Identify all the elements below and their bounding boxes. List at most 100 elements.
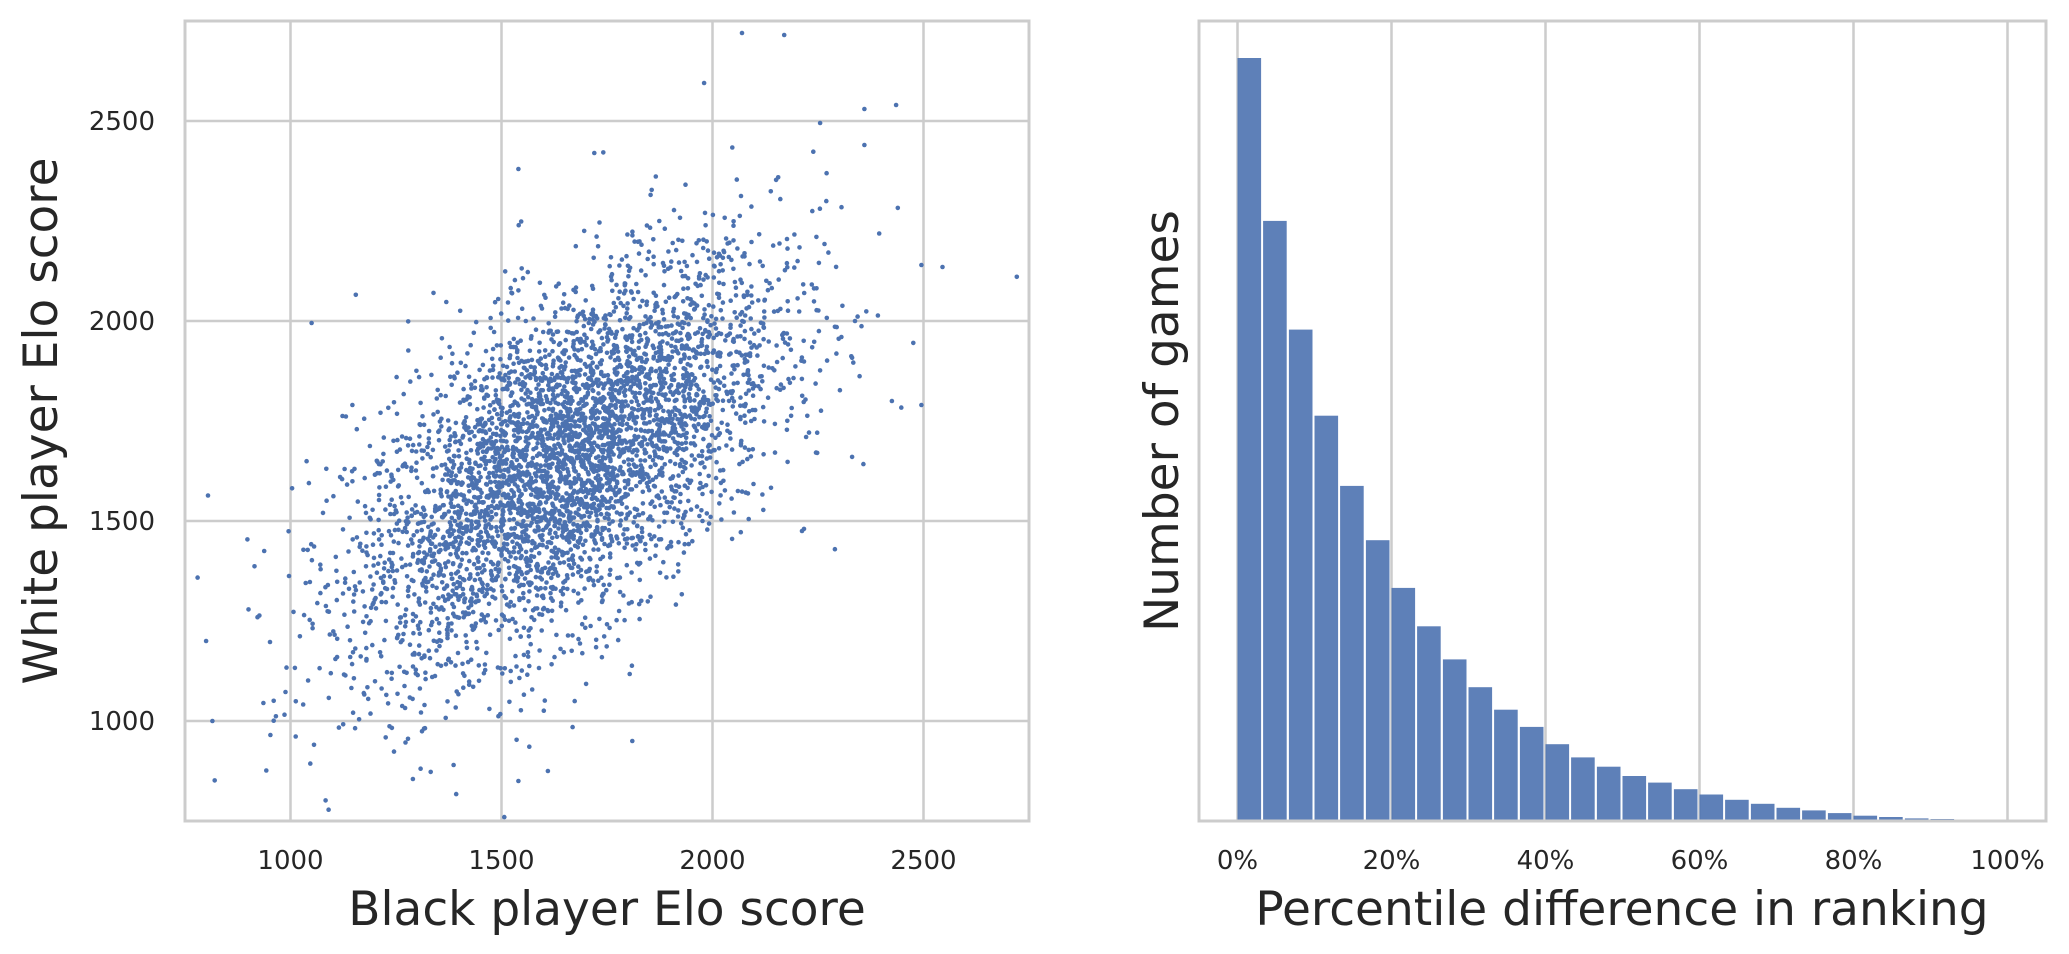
scatter-point: [327, 632, 333, 637]
scatter-point: [608, 423, 613, 428]
scatter-point: [461, 421, 466, 426]
scatter-point: [403, 435, 409, 441]
scatter-point: [700, 491, 705, 497]
scatter-point: [597, 220, 602, 225]
scatter-point: [550, 535, 555, 541]
scatter-plot-frame: [183, 19, 1031, 823]
scatter-point: [739, 353, 745, 358]
scatter-point: [583, 625, 588, 631]
scatter-point: [394, 521, 400, 526]
scatter-point: [420, 414, 425, 419]
scatter-point: [570, 344, 576, 350]
scatter-point: [532, 370, 538, 376]
scatter-point: [663, 432, 668, 437]
scatter-point: [559, 533, 565, 538]
scatter-point: [436, 595, 441, 601]
scatter-point: [502, 269, 508, 274]
scatter-point: [582, 586, 587, 591]
scatter-point: [592, 537, 597, 543]
scatter-point: [720, 398, 726, 404]
scatter-point: [864, 309, 869, 314]
scatter-point: [653, 368, 659, 374]
scatter-point: [899, 405, 904, 410]
scatter-point: [750, 407, 755, 413]
scatter-point: [637, 366, 642, 372]
histogram-bar: [1237, 58, 1262, 821]
scatter-point: [591, 466, 597, 471]
scatter-point: [641, 410, 646, 416]
scatter-point: [507, 353, 513, 358]
scatter-point: [532, 471, 538, 476]
scatter-point: [692, 375, 698, 381]
scatter-point: [484, 557, 489, 562]
scatter-point: [589, 283, 595, 289]
scatter-point: [686, 321, 691, 327]
scatter-point: [540, 416, 546, 422]
scatter-point: [760, 404, 766, 410]
scatter-point: [708, 449, 714, 454]
scatter-point: [568, 547, 574, 552]
scatter-point: [503, 536, 508, 541]
scatter-point: [528, 336, 534, 341]
scatter-point: [589, 496, 595, 502]
scatter-point: [672, 506, 677, 511]
scatter-point: [468, 575, 473, 580]
scatter-point: [455, 512, 461, 517]
scatter-point: [688, 315, 693, 321]
scatter-point: [400, 529, 406, 535]
scatter-point: [368, 517, 373, 522]
scatter-point: [665, 545, 670, 551]
scatter-point: [893, 102, 899, 108]
scatter-point: [638, 458, 643, 463]
scatter-point: [743, 391, 749, 397]
scatter-point: [564, 379, 570, 385]
scatter-point: [578, 477, 584, 482]
scatter-point: [489, 571, 494, 577]
scatter-point: [696, 344, 701, 350]
scatter-point: [537, 280, 543, 286]
scatter-point: [606, 516, 611, 522]
scatter-point: [384, 586, 390, 592]
scatter-point: [457, 564, 463, 569]
scatter-point: [585, 437, 590, 442]
scatter-point: [526, 394, 531, 400]
scatter-point: [547, 453, 553, 458]
scatter-point: [749, 300, 755, 305]
scatter-point: [656, 537, 662, 542]
scatter-point: [644, 481, 650, 486]
scatter-point: [547, 539, 552, 545]
scatter-point: [582, 550, 587, 555]
scatter-point: [728, 322, 733, 328]
scatter-point: [724, 389, 729, 395]
scatter-point: [609, 449, 614, 455]
scatter-point: [293, 699, 299, 704]
scatter-point: [456, 528, 462, 534]
scatter-point: [508, 668, 513, 674]
scatter-point: [360, 619, 366, 625]
scatter-point: [634, 447, 639, 453]
scatter-point: [578, 555, 583, 561]
scatter-point: [530, 455, 536, 461]
scatter-point: [713, 393, 718, 398]
scatter-point: [476, 598, 481, 604]
scatter-point: [636, 251, 642, 256]
scatter-point: [519, 387, 524, 393]
scatter-point: [446, 621, 451, 627]
scatter-point: [542, 348, 548, 353]
scatter-point: [666, 362, 671, 367]
scatter-point: [539, 378, 545, 384]
scatter-point: [448, 552, 453, 557]
scatter-point: [760, 321, 766, 326]
scatter-point: [697, 471, 702, 477]
scatter-point: [460, 433, 466, 439]
scatter-point: [419, 527, 425, 533]
scatter-point: [510, 539, 515, 544]
scatter-point: [533, 489, 539, 495]
scatter-point: [714, 332, 720, 338]
scatter-point: [386, 405, 391, 411]
scatter-point: [651, 261, 656, 267]
scatter-point: [378, 410, 383, 416]
scatter-point: [692, 443, 698, 448]
histogram-bar: [1673, 789, 1698, 821]
scatter-point: [517, 493, 523, 499]
